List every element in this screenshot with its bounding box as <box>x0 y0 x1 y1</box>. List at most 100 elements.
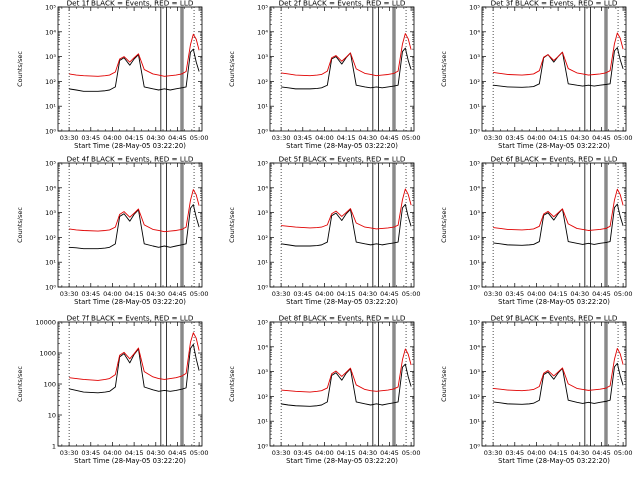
chart-title: Det 3f BLACK = Events, RED = LLD <box>491 0 618 8</box>
chart-panel-8: Det 8f BLACK = Events, RED = LLD 10⁰ 10¹ 10… <box>228 314 420 466</box>
chart-title: Det 7f BLACK = Events, RED = LLD <box>67 314 194 323</box>
chart-title: Det 4f BLACK = Events, RED = LLD <box>67 155 194 164</box>
y-tick-label: 10⁴ <box>469 28 480 36</box>
series-line-lld <box>493 188 624 231</box>
y-tick-label: 10⁰ <box>469 443 480 451</box>
series-line-lld <box>281 33 412 77</box>
series-line-events <box>69 343 200 394</box>
chart-title: Det 1f BLACK = Events, RED = LLD <box>67 0 194 8</box>
x-tick-label: 03:30 <box>484 134 503 142</box>
y-tick-label: 10² <box>45 78 56 86</box>
y-tick-label: 10² <box>257 393 268 401</box>
marker-lines <box>280 7 407 131</box>
x-tick-label: 04:45 <box>168 134 187 142</box>
x-tick-label: 03:45 <box>81 290 100 298</box>
x-tick-label: 03:30 <box>484 290 503 298</box>
x-tick-label: 04:45 <box>380 134 399 142</box>
x-tick-label: 04:45 <box>380 449 399 457</box>
y-tick-label: 10³ <box>257 368 268 376</box>
x-tick-label: 04:30 <box>570 134 589 142</box>
marker-lines <box>492 163 619 287</box>
y-tick-label: 10¹ <box>45 259 56 267</box>
y-tick-label: 10² <box>257 78 268 86</box>
x-tick-label: 05:00 <box>614 449 633 457</box>
y-tick-label: 10⁴ <box>257 343 268 351</box>
x-tick-label: 03:45 <box>293 449 312 457</box>
x-tick-label: 03:30 <box>272 449 291 457</box>
y-tick-label: 100 <box>44 381 56 389</box>
x-tick-label: 03:30 <box>272 290 291 298</box>
y-tick-label: 10⁵ <box>469 4 480 12</box>
y-axis-label: Counts/sec <box>16 51 24 87</box>
series-group <box>493 188 624 246</box>
series-group <box>281 33 412 90</box>
series-line-events <box>69 204 200 250</box>
series-line-events <box>493 362 624 405</box>
x-axis-label: Start Time (28-May-05 03:22:20) <box>498 298 610 306</box>
x-axis-label: Start Time (28-May-05 03:22:20) <box>498 142 610 150</box>
series-line-events <box>493 47 624 88</box>
y-axis-label: Counts/sec <box>440 366 448 402</box>
y-tick-label: 10⁴ <box>257 184 268 192</box>
x-axis-label: Start Time (28-May-05 03:22:20) <box>286 457 398 465</box>
x-tick-label: 05:00 <box>190 290 209 298</box>
series-line-events <box>281 47 412 90</box>
series-line-lld <box>281 188 412 230</box>
plot-frame <box>481 162 627 288</box>
x-tick-label: 04:30 <box>358 290 377 298</box>
y-tick-label: 1 <box>52 443 56 451</box>
plot-frame <box>481 321 627 447</box>
y-tick-label: 10³ <box>469 209 480 217</box>
x-tick-label: 03:45 <box>505 449 524 457</box>
chart-title: Det 5f BLACK = Events, RED = LLD <box>279 155 406 164</box>
y-tick-label: 10² <box>469 234 480 242</box>
x-tick-label: 03:30 <box>60 449 79 457</box>
plot-frame <box>269 6 415 132</box>
y-tick-label: 10⁵ <box>45 4 56 12</box>
chart-panel-9: Det 9f BLACK = Events, RED = LLD 10⁰ 10¹ 10… <box>440 314 632 466</box>
series-group <box>69 33 200 92</box>
x-axis-label: Start Time (28-May-05 03:22:20) <box>286 142 398 150</box>
x-axis-label: Start Time (28-May-05 03:22:20) <box>74 298 186 306</box>
y-tick-label: 10⁰ <box>469 284 480 292</box>
x-tick-label: 04:15 <box>337 134 356 142</box>
x-tick-label: 05:00 <box>402 290 421 298</box>
y-tick-label: 10⁵ <box>45 160 56 168</box>
chart-panel-5: Det 5f BLACK = Events, RED = LLD 10⁰ 10¹ 10… <box>228 155 420 307</box>
x-tick-label: 03:30 <box>272 134 291 142</box>
x-tick-label: 04:15 <box>337 449 356 457</box>
plot-frame <box>57 6 203 132</box>
y-tick-label: 10⁰ <box>45 128 56 136</box>
series-group <box>69 332 200 394</box>
marker-lines <box>68 163 195 287</box>
y-tick-label: 10⁵ <box>257 319 268 327</box>
y-tick-label: 10⁰ <box>469 128 480 136</box>
x-tick-label: 04:00 <box>103 290 122 298</box>
chart-panel-2: Det 2f BLACK = Events, RED = LLD 10⁰ 10¹ 10… <box>228 0 420 150</box>
y-tick-label: 10¹ <box>257 259 268 267</box>
y-tick-label: 10⁴ <box>45 184 56 192</box>
x-tick-label: 04:45 <box>592 449 611 457</box>
series-group <box>493 347 624 405</box>
series-line-lld <box>69 332 200 381</box>
y-tick-label: 10⁵ <box>469 160 480 168</box>
y-axis-label: Counts/sec <box>228 207 236 243</box>
chart-panel-7: Det 7f BLACK = Events, RED = LLD 1 10 100 10… <box>16 314 208 466</box>
y-tick-label: 10³ <box>45 209 56 217</box>
y-tick-label: 10² <box>469 78 480 86</box>
x-tick-label: 04:15 <box>125 134 144 142</box>
series-line-events <box>281 203 412 247</box>
y-tick-label: 10² <box>469 393 480 401</box>
chart-title: Det 8f BLACK = Events, RED = LLD <box>279 314 406 323</box>
x-tick-label: 04:15 <box>549 449 568 457</box>
y-tick-label: 10¹ <box>45 103 56 111</box>
y-tick-label: 10⁰ <box>257 284 268 292</box>
y-tick-label: 10³ <box>257 53 268 61</box>
series-group <box>493 32 624 88</box>
x-tick-label: 03:30 <box>60 134 79 142</box>
marker-lines <box>280 163 407 287</box>
x-tick-label: 03:45 <box>293 134 312 142</box>
x-tick-label: 04:15 <box>125 449 144 457</box>
y-axis-label: Counts/sec <box>228 366 236 402</box>
y-tick-label: 10⁰ <box>45 284 56 292</box>
